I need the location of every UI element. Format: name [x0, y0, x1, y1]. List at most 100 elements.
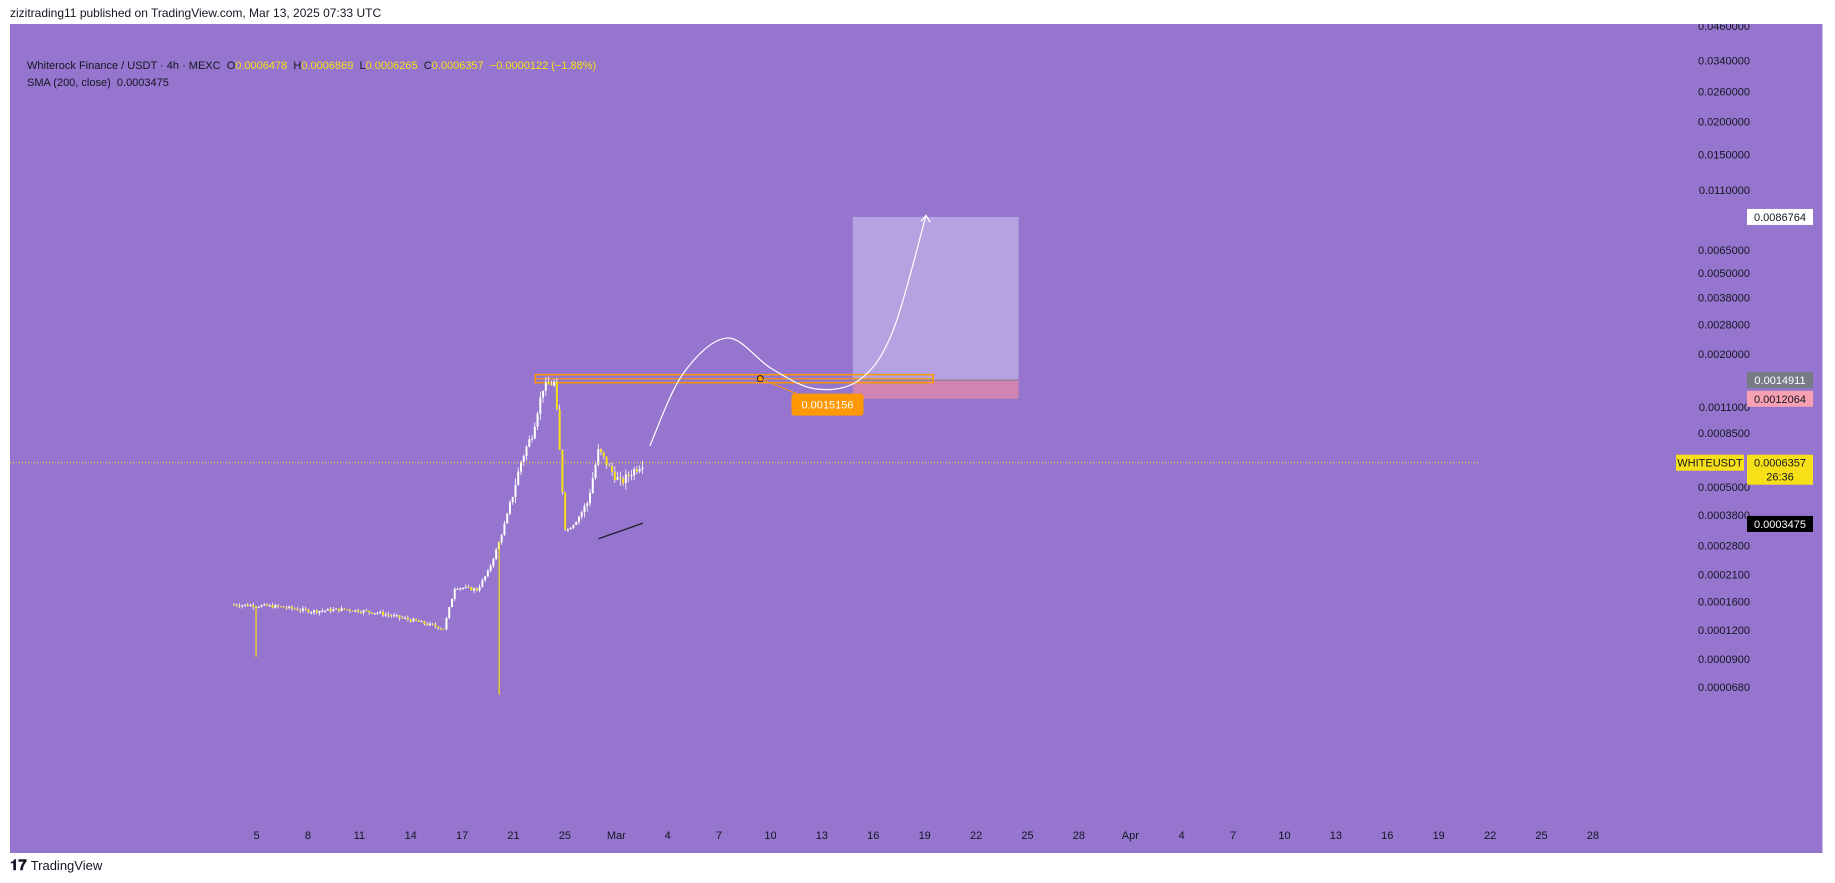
candle-body — [359, 612, 362, 614]
resistance-callout-box — [791, 393, 864, 416]
close-label: C — [423, 60, 432, 72]
candle-body — [448, 607, 451, 619]
candle-body — [456, 588, 459, 590]
candle-body — [633, 469, 636, 476]
candle-body — [511, 497, 514, 503]
x-tick-label: 22 — [970, 830, 982, 842]
x-tick-label: 25 — [1021, 830, 1033, 842]
x-tick-label: 10 — [1278, 830, 1290, 842]
candle-body — [354, 609, 357, 612]
candle-body — [470, 587, 473, 591]
candle-body — [290, 606, 293, 609]
candle-body — [379, 611, 382, 613]
candle-body — [387, 614, 390, 616]
candle-body — [426, 623, 429, 626]
candle-body — [616, 477, 619, 480]
y-tick-label: 0.0002800 — [1698, 541, 1750, 553]
candle-body — [307, 609, 310, 613]
candle-body — [514, 485, 517, 498]
candle-body — [525, 446, 528, 457]
x-tick-label: 28 — [1073, 830, 1085, 842]
candle-body — [368, 610, 371, 613]
candle-body — [348, 609, 351, 611]
candle-body — [318, 611, 321, 613]
x-tick-label: 8 — [305, 830, 311, 842]
candle-body — [384, 614, 387, 616]
sma-label: SMA (200, close) — [27, 77, 111, 89]
x-tick-label: 17 — [456, 830, 468, 842]
x-tick-label: 21 — [507, 830, 519, 842]
x-tick-label: 19 — [1433, 830, 1445, 842]
candle-body — [445, 618, 448, 630]
price-tag-text: 0.0012064 — [1754, 394, 1806, 406]
candle-body — [622, 478, 625, 484]
brand-name[interactable]: TradingView — [30, 858, 103, 873]
candle-body — [428, 623, 431, 626]
candle-body — [577, 516, 580, 523]
candle-body — [481, 580, 484, 587]
candle-body — [544, 382, 547, 391]
footer-bar: 𝟏𝟕 TradingView — [10, 857, 102, 874]
candle-body — [503, 523, 506, 535]
tradingview-logo-icon: 𝟏𝟕 — [10, 857, 27, 874]
candle-body — [321, 610, 324, 612]
candle-body — [409, 619, 412, 622]
candle-body — [619, 477, 622, 479]
x-tick-label: 13 — [816, 830, 828, 842]
candle-body — [266, 604, 269, 606]
candle-body — [406, 617, 409, 620]
candle-body — [611, 465, 614, 472]
candle-body — [404, 617, 407, 619]
price-chart-svg[interactable]: 0.0015156 0.0460000 0.0340000 0.0260000 0.0… — [10, 24, 1823, 853]
candle-body — [296, 609, 299, 611]
candle-body — [572, 524, 575, 529]
x-tick-label: 13 — [1330, 830, 1342, 842]
candle-body — [553, 381, 556, 386]
y-tick-label: 0.0028000 — [1698, 319, 1750, 331]
candle-body — [605, 456, 608, 466]
candle-body — [580, 512, 583, 517]
candle-body — [624, 474, 627, 484]
chart-area[interactable]: 0.0015156 0.0460000 0.0340000 0.0260000 0.0… — [10, 24, 1823, 853]
candle-body — [257, 606, 260, 608]
x-tick-label: 16 — [1381, 830, 1393, 842]
candle-body — [329, 608, 332, 612]
candle-body — [263, 604, 266, 606]
candle-body — [412, 618, 415, 622]
x-tick-label: 10 — [764, 830, 776, 842]
open-value: 0.0006478 — [235, 60, 288, 72]
y-tick-label: 0.0260000 — [1698, 86, 1750, 98]
candle-body — [547, 382, 550, 385]
candle-body — [575, 522, 578, 525]
candle-body — [343, 608, 346, 610]
candle-body — [591, 478, 594, 494]
x-tick-label: 11 — [354, 830, 365, 842]
price-tag-text: 0.0003475 — [1754, 519, 1806, 531]
candle-body — [600, 449, 603, 453]
candle-body — [506, 513, 509, 524]
candle-body — [539, 397, 542, 414]
candle-body — [243, 604, 246, 606]
candle-body — [478, 586, 481, 591]
candle-body — [473, 588, 476, 591]
x-tick-label: 14 — [405, 830, 417, 842]
candle-body — [613, 471, 616, 480]
x-tick-label: 5 — [253, 830, 259, 842]
candle-body — [288, 606, 291, 609]
candle-body — [335, 608, 338, 610]
candle-body — [484, 576, 487, 581]
candle-body — [312, 610, 315, 613]
x-tick-label: 4 — [1179, 830, 1185, 842]
candle-body — [373, 613, 376, 615]
candle-body — [439, 628, 442, 630]
y-tick-label: 0.0150000 — [1698, 149, 1750, 161]
y-tick-label: 0.0011000 — [1699, 402, 1750, 414]
candle-body — [398, 615, 401, 618]
candle-body — [542, 390, 545, 398]
x-tick-label: 16 — [867, 830, 879, 842]
symbol-title: Whiterock Finance / USDT · 4h · MEXC — [27, 60, 221, 72]
candle-body — [393, 615, 396, 617]
candle-body — [519, 461, 522, 472]
legend-sma-row: SMA (200, close) 0.0003475 — [27, 75, 596, 92]
x-tick-label: 19 — [919, 830, 931, 842]
